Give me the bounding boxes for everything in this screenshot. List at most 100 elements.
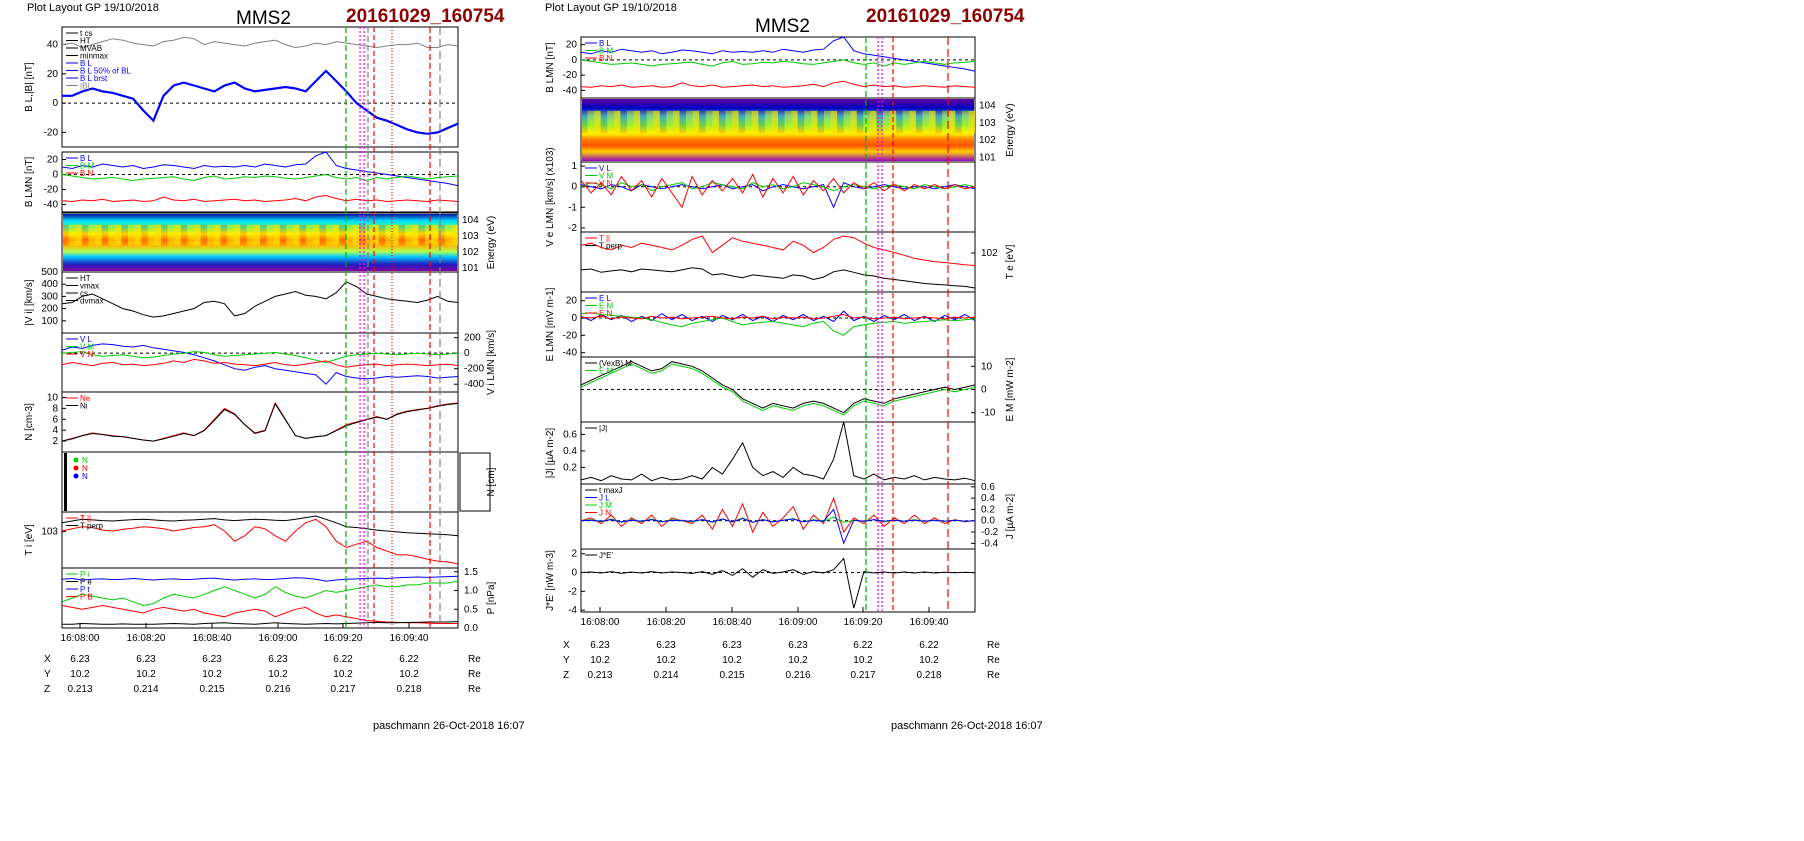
orbit-value: 6.22 — [399, 654, 419, 665]
spectrogram-streak — [200, 224, 208, 246]
y-tick-label: 0 — [571, 568, 577, 579]
spectrogram-streak — [653, 110, 660, 134]
y-axis-label: B LMN [nT] — [545, 42, 556, 93]
series-line-t — [61, 518, 459, 565]
series-line-ni — [61, 402, 459, 442]
y-tick-label: -40 — [44, 200, 59, 211]
spectrogram-streak — [260, 224, 267, 246]
y-tick-label: -0.2 — [981, 527, 999, 538]
spectrogram-streak — [804, 110, 811, 134]
spectrogram-streak — [922, 110, 930, 134]
legend-label: V L — [80, 335, 93, 344]
y-tick-label: -40 — [563, 85, 578, 96]
spectrogram-streak — [378, 224, 386, 246]
spectrogram-streak — [896, 110, 903, 134]
y-axis-label: Energy (eV) — [1005, 103, 1016, 156]
y-tick-label: 103 — [979, 118, 996, 129]
orbit-unit: Re — [987, 655, 1000, 666]
spectrogram-streak — [587, 110, 595, 134]
spectrogram-streak — [620, 110, 627, 134]
orbit-value: 6.23 — [590, 640, 610, 651]
orbit-value: 0.216 — [265, 684, 290, 695]
event-id-right: 20161029_160754 — [866, 6, 1025, 27]
spectrogram-streak — [293, 224, 300, 246]
y-tick-label: -1 — [568, 202, 577, 213]
orbit-value: 0.214 — [653, 670, 678, 681]
legend-label: T perp — [80, 522, 104, 531]
spectrogram-streak — [672, 110, 680, 134]
y-axis-label: J*E' [nW m-3] — [545, 550, 556, 611]
x-tick-label: 16:09:40 — [390, 633, 429, 644]
y-axis-label: V e LMN [km/s] (x103) — [545, 147, 556, 246]
legend-label: B N — [80, 169, 94, 178]
spectrogram-streak — [850, 110, 857, 134]
y-axis-label: P [nPa] — [486, 581, 497, 614]
y-axis-label: T e [eV] — [1005, 244, 1016, 279]
orbit-value: 0.216 — [785, 670, 810, 681]
spectrogram-streak — [732, 110, 739, 134]
spectrogram-streak — [339, 224, 346, 246]
y-tick-label: 103 — [41, 527, 58, 538]
spacecraft-title-left: MMS2 — [236, 8, 291, 29]
spectrogram-streak — [659, 110, 667, 134]
spectrogram-streak — [626, 110, 634, 134]
y-tick-label: 1 — [571, 161, 577, 172]
panel-3: V e LMN [km/s] (x103) 1 0 -1 -2 V LV MV N — [545, 147, 976, 247]
series-line-em — [580, 363, 976, 416]
y-axis-label: Energy (eV) — [486, 216, 497, 269]
y-tick-label: 6 — [52, 414, 58, 425]
panel-edge — [459, 452, 491, 512]
y-tick-label: -40 — [563, 348, 578, 359]
y-tick-label: 104 — [462, 215, 479, 226]
series-line-pi — [61, 580, 459, 607]
legend-label: B M — [599, 47, 614, 56]
spectrogram-streak — [823, 110, 831, 134]
orbit-row-label: X — [44, 654, 51, 665]
y-axis-label: |J| [µA m-2] — [545, 428, 556, 479]
panel-frame — [580, 548, 976, 613]
spectrogram-streak — [679, 110, 687, 134]
layout-label-right: Plot Layout GP 19/10/2018 — [545, 2, 677, 14]
orbit-value: 0.218 — [916, 670, 941, 681]
orbit-value: 6.23 — [136, 654, 156, 665]
y-tick-label: 10 — [47, 392, 59, 403]
legend-label: P t — [80, 585, 90, 594]
y-tick-label: 20 — [566, 296, 578, 307]
orbit-unit: Re — [468, 654, 481, 665]
spectrogram-streak — [161, 224, 168, 246]
legend-label: V N — [599, 179, 613, 188]
spectrogram-streak — [837, 110, 844, 134]
y-axis-label: J [µA m-2] — [1005, 494, 1016, 539]
panel-2: Energy (eV) 104 103 102 101 — [580, 97, 1016, 164]
orbit-value: 6.23 — [656, 640, 676, 651]
spectrogram-streak — [134, 224, 142, 246]
orbit-value: 0.217 — [330, 684, 355, 695]
spectrogram-streak — [306, 224, 313, 246]
orbit-row-label: Y — [44, 669, 51, 680]
orbit-value: 0.213 — [587, 670, 612, 681]
orbit-value: 10.2 — [399, 669, 419, 680]
legend-label: J*E' — [599, 551, 613, 560]
orbit-value: 0.213 — [67, 684, 92, 695]
spectrogram-streak — [594, 110, 601, 134]
spectrogram-streak — [128, 224, 135, 246]
spectrogram-streak — [240, 224, 247, 246]
panel-7: |J| [µA m-2] 0.6 0.4 0.2 |J| — [545, 421, 976, 485]
y-axis-label: B L,|B| [nT] — [24, 62, 35, 112]
spectrogram-streak — [187, 224, 194, 246]
legend-label: minmax — [80, 52, 108, 61]
footer-right: paschmann 26-Oct-2018 16:07 — [891, 720, 1043, 732]
y-tick-label: 1.0 — [464, 586, 478, 597]
legend-label: B L — [80, 154, 93, 163]
spectrogram-streak — [319, 224, 326, 246]
legend-label: J L — [599, 494, 610, 503]
y-tick-label: 0 — [571, 313, 577, 324]
y-tick-label: 200 — [464, 333, 481, 344]
legend-label: t cs — [80, 29, 92, 38]
spectrogram-streak — [207, 224, 214, 246]
y-tick-label: 4 — [52, 425, 58, 436]
legend-label: B N — [599, 54, 613, 63]
panel-6: E M [mW m-2] 10 0 -10 (VexB) ME M — [580, 356, 1016, 423]
